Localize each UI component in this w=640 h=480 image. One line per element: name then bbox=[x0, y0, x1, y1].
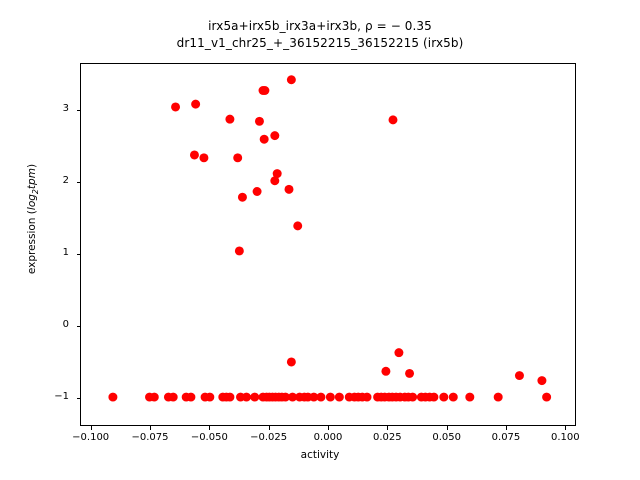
x-tick-label: −0.100 bbox=[72, 432, 110, 443]
scatter-point bbox=[191, 99, 201, 109]
y-tick-label: −1 bbox=[54, 390, 69, 402]
x-tick-mark bbox=[90, 426, 92, 430]
y-axis-label-math-base: log bbox=[25, 194, 38, 211]
x-tick-mark bbox=[565, 426, 567, 430]
scatter-point bbox=[237, 192, 247, 202]
scatter-point bbox=[259, 134, 269, 144]
scatter-point bbox=[250, 392, 260, 402]
scatter-points-layer bbox=[108, 75, 552, 402]
x-tick-label: −0.025 bbox=[250, 432, 288, 443]
scatter-point bbox=[270, 176, 280, 186]
scatter-point bbox=[199, 153, 209, 163]
y-axis-label-math-sub: 2 bbox=[31, 189, 41, 195]
x-tick-label: 0.075 bbox=[491, 432, 521, 443]
plot-title-line-2: dr11_v1_chr25_+_36152215_36152215 (irx5b… bbox=[176, 36, 464, 50]
y-axis-label-math-unit: tpm bbox=[25, 168, 38, 190]
x-tick-mark bbox=[150, 426, 151, 430]
scatter-point bbox=[325, 392, 335, 402]
x-tick-label: 0.100 bbox=[550, 432, 580, 443]
scatter-point bbox=[286, 75, 296, 85]
x-tick-label: 0.000 bbox=[313, 432, 343, 443]
scatter-point bbox=[234, 246, 244, 256]
scatter-point bbox=[537, 376, 547, 386]
scatter-point bbox=[280, 392, 290, 402]
x-tick-mark bbox=[268, 426, 270, 430]
plot-axes-frame bbox=[80, 63, 576, 426]
scatter-point bbox=[186, 392, 196, 402]
scatter-point bbox=[493, 392, 503, 402]
y-tick-label: 0 bbox=[62, 318, 69, 330]
y-tick-mark bbox=[76, 181, 80, 183]
scatter-point bbox=[225, 392, 235, 402]
scatter-point bbox=[405, 368, 415, 378]
scatter-point bbox=[171, 102, 181, 112]
scatter-point bbox=[514, 371, 524, 381]
scatter-point bbox=[205, 392, 215, 402]
scatter-point bbox=[254, 116, 264, 126]
plot-title-line-1: irx5a+irx5b_irx3a+irx3b, ρ = − 0.35 bbox=[208, 19, 432, 33]
x-tick-label: −0.050 bbox=[190, 432, 228, 443]
scatter-point bbox=[225, 114, 235, 124]
scatter-point bbox=[542, 392, 552, 402]
scatter-point bbox=[168, 392, 178, 402]
y-tick-label: 3 bbox=[62, 102, 69, 114]
x-tick-label: 0.050 bbox=[432, 432, 461, 443]
scatter-point bbox=[465, 392, 475, 402]
scatter-point bbox=[439, 392, 449, 402]
x-tick-label: 0.025 bbox=[373, 432, 402, 443]
scatter-point bbox=[108, 392, 118, 402]
x-tick-mark bbox=[387, 426, 389, 430]
scatter-point bbox=[381, 366, 391, 376]
scatter-point bbox=[362, 392, 372, 402]
y-axis-label: expression (log2tpm) bbox=[26, 69, 40, 369]
scatter-point bbox=[233, 153, 243, 163]
y-tick-mark bbox=[76, 253, 80, 255]
x-tick-mark bbox=[505, 426, 507, 430]
scatter-point bbox=[189, 150, 199, 160]
scatter-point bbox=[293, 221, 303, 231]
y-axis-label-suffix: ) bbox=[25, 163, 38, 169]
x-axis-label: activity bbox=[300, 449, 340, 461]
y-tick-mark bbox=[76, 325, 80, 327]
scatter-point bbox=[270, 131, 280, 141]
scatter-point bbox=[252, 187, 262, 196]
y-tick-label: 2 bbox=[62, 174, 69, 186]
y-tick-label: 1 bbox=[62, 246, 69, 258]
x-tick-mark bbox=[446, 426, 448, 430]
scatter-point bbox=[284, 184, 294, 194]
scatter-point bbox=[408, 392, 418, 402]
plot-title: irx5a+irx5b_irx3a+irx3b, ρ = − 0.35 dr11… bbox=[0, 18, 640, 52]
scatter-point bbox=[149, 392, 159, 402]
y-tick-mark bbox=[76, 397, 80, 399]
scatter-point bbox=[316, 392, 326, 402]
scatter-point bbox=[334, 392, 344, 402]
scatter-point bbox=[272, 169, 282, 179]
scatter-point bbox=[388, 115, 398, 125]
scatter-point bbox=[260, 86, 270, 95]
x-tick-mark bbox=[328, 426, 329, 430]
x-tick-mark bbox=[209, 426, 211, 430]
x-tick-label: −0.075 bbox=[131, 432, 169, 443]
scatter-point bbox=[309, 392, 319, 402]
scatter-point bbox=[394, 348, 404, 358]
scatter-point bbox=[448, 392, 458, 402]
scatter-point bbox=[288, 392, 298, 402]
scatter-point bbox=[286, 357, 296, 367]
y-axis-label-prefix: expression ( bbox=[25, 210, 38, 275]
scatter-point bbox=[241, 392, 251, 402]
y-tick-mark bbox=[76, 109, 80, 111]
scatter-point bbox=[429, 392, 439, 402]
